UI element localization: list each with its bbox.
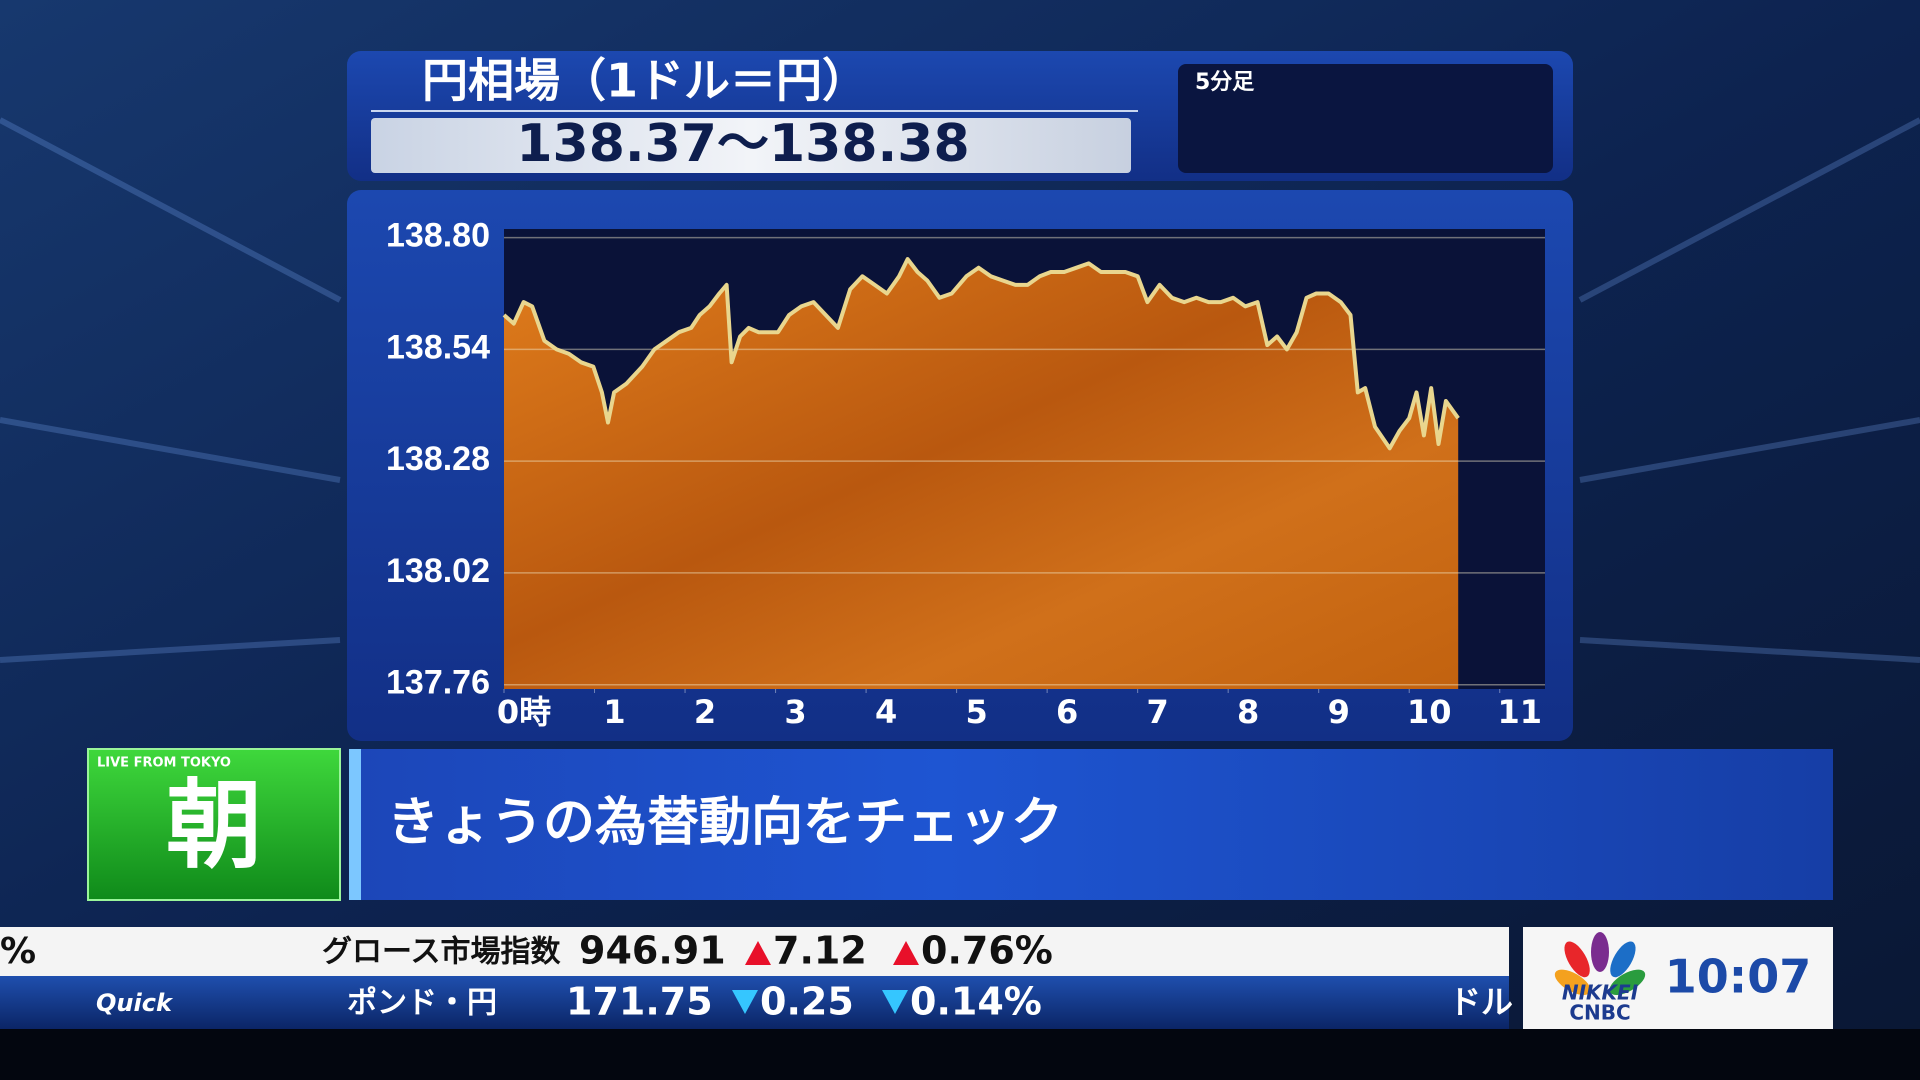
up-arrow <box>893 941 919 965</box>
background-lines <box>0 117 1920 663</box>
x-tick-label: 0時 <box>497 693 551 731</box>
area-fill <box>504 259 1459 689</box>
ticker-row-2 <box>0 976 1509 1029</box>
logo-bottom: CNBC <box>1569 1001 1630 1025</box>
x-tick-label: 7 <box>1147 693 1169 731</box>
ticker-price: 946.91 <box>579 929 726 973</box>
badge-main: 朝 <box>166 769 262 881</box>
y-tick-label: 138.02 <box>386 552 490 590</box>
x-tick-label: 2 <box>694 693 716 731</box>
badge <box>87 748 341 901</box>
headline-bar <box>349 749 1833 900</box>
ticker-cut: ドル <box>1449 983 1513 1021</box>
ticker-cut: % <box>0 931 36 972</box>
up-arrow <box>745 941 771 965</box>
x-tick-label: 9 <box>1328 693 1350 731</box>
y-tick-label: 138.80 <box>386 217 490 255</box>
x-tick-label: 4 <box>875 693 897 731</box>
x-tick-label: 10 <box>1407 693 1452 731</box>
x-tick-label: 8 <box>1237 693 1259 731</box>
headline-accent <box>349 749 361 900</box>
x-tick-label: 3 <box>784 693 806 731</box>
y-tick-label: 138.28 <box>386 440 490 478</box>
clock: 10:07 <box>1665 950 1811 1004</box>
y-tick-label: 137.76 <box>386 664 490 702</box>
chart-title: 円相場（1ドル＝円） <box>422 54 868 108</box>
ticker-change: 7.12 <box>773 929 867 973</box>
plot: 137.76 138.02 138.28 138.54 138.80 0時 1 2 3 4 5 6 7 8… <box>386 217 1545 731</box>
quote-box <box>371 118 1131 173</box>
peacock <box>1554 932 1646 995</box>
ticker-name: グロース市場指数 <box>322 935 561 970</box>
interval-label: 5分足 <box>1195 70 1254 95</box>
footer <box>0 1029 1920 1080</box>
ticker-percent: 0.76% <box>921 929 1053 973</box>
x-tick-label: 6 <box>1056 693 1078 731</box>
badge-small: LIVE FROM TOKYO <box>97 756 231 771</box>
ticker-name: ポンド・円 <box>347 986 497 1021</box>
ticker-percent: 0.14% <box>910 980 1042 1024</box>
down-arrow <box>732 990 758 1014</box>
logo-top: NIKKEI <box>1562 981 1639 1005</box>
ticker-source: Quick <box>96 989 174 1017</box>
x-tick-label: 11 <box>1497 693 1542 731</box>
price-line <box>502 257 1460 451</box>
quote: 138.37～138.38 <box>516 114 969 174</box>
ticker-change: 0.25 <box>760 980 854 1024</box>
y-tick-label: 138.54 <box>386 328 490 366</box>
down-arrow <box>882 990 908 1014</box>
x-tick-label: 1 <box>603 693 625 731</box>
headline: きょうの為替動向をチェック <box>387 793 1063 853</box>
ticker-price: 171.75 <box>566 980 713 1024</box>
interval-box <box>1178 64 1553 173</box>
x-tick-label: 5 <box>965 693 987 731</box>
